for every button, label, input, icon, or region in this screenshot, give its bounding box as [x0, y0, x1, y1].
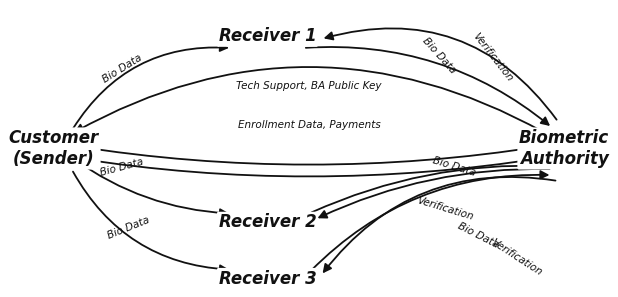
- FancyArrowPatch shape: [77, 156, 544, 176]
- Text: Biometric
Authority: Biometric Authority: [519, 129, 609, 168]
- Text: Bio Data: Bio Data: [456, 221, 500, 250]
- Text: Bio Data: Bio Data: [431, 155, 477, 178]
- FancyArrowPatch shape: [74, 144, 541, 165]
- Text: Receiver 2: Receiver 2: [219, 214, 316, 231]
- FancyArrowPatch shape: [320, 169, 549, 218]
- Text: Tech Support, BA Public Key: Tech Support, BA Public Key: [236, 81, 382, 91]
- FancyArrowPatch shape: [311, 162, 548, 212]
- FancyArrowPatch shape: [73, 44, 227, 128]
- Text: Verification: Verification: [416, 196, 475, 222]
- Text: Receiver 1: Receiver 1: [219, 27, 316, 45]
- Text: Bio Data: Bio Data: [106, 215, 151, 241]
- FancyArrowPatch shape: [73, 172, 227, 273]
- FancyArrowPatch shape: [326, 28, 557, 120]
- FancyArrowPatch shape: [306, 47, 549, 125]
- Text: Customer
(Sender): Customer (Sender): [9, 129, 99, 168]
- Text: Receiver 3: Receiver 3: [219, 270, 316, 287]
- FancyArrowPatch shape: [311, 171, 548, 271]
- Text: Verification: Verification: [489, 238, 544, 278]
- Text: Bio Data: Bio Data: [99, 157, 145, 178]
- Text: Verification: Verification: [471, 31, 515, 83]
- FancyArrowPatch shape: [76, 67, 544, 132]
- FancyArrowPatch shape: [324, 177, 556, 272]
- Text: Bio Data: Bio Data: [101, 53, 143, 85]
- Text: Enrollment Data, Payments: Enrollment Data, Payments: [238, 120, 380, 130]
- Text: Bio Data: Bio Data: [421, 36, 458, 75]
- FancyArrowPatch shape: [74, 159, 227, 217]
